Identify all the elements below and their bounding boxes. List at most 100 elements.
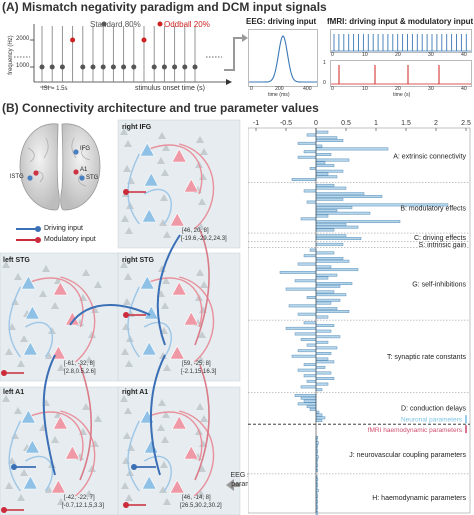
background-neuron (161, 169, 169, 176)
parameter-bar (315, 206, 353, 210)
parameter-bar (315, 284, 341, 288)
background-neuron (163, 364, 171, 371)
fmri-bot-tick-10: 10 (362, 86, 368, 92)
intrinsic-connection (179, 143, 215, 230)
parameter-bar (315, 183, 335, 187)
intrinsic-connection (127, 286, 140, 358)
legend-driving-input: Driving input (44, 225, 83, 232)
right-a1-params: [26.5,30.2,30.2] (180, 503, 222, 509)
parameter-bar (315, 192, 365, 196)
background-neuron (51, 436, 59, 443)
parameter-bar (297, 349, 317, 353)
parameter-bar (285, 326, 317, 330)
parameter-bar (303, 189, 317, 193)
standard-tone (59, 64, 65, 70)
parameter-bar (315, 352, 332, 355)
label-left-a1: left A1 (3, 389, 25, 396)
x-tick-label: 1.5 (401, 120, 411, 127)
eeg-tick-200: 200 (275, 86, 284, 92)
parameter-bar (315, 371, 332, 375)
intrinsic-connection (60, 410, 96, 497)
intrinsic-connection (127, 420, 140, 492)
extrinsic-backward-connection (194, 229, 210, 346)
background-neuron (197, 223, 205, 230)
parameter-bar (315, 259, 350, 263)
background-neuron (124, 407, 132, 414)
brain-image (19, 123, 101, 211)
left-stg-circuit-bg (0, 252, 121, 382)
parameter-bar (315, 276, 329, 280)
background-neuron (5, 348, 13, 355)
background-neuron (157, 157, 165, 164)
intrinsic-connection (25, 321, 54, 358)
parameter-bar (288, 304, 317, 308)
fmri-bot-tick-40: 40 (461, 86, 467, 92)
background-neuron (8, 457, 16, 464)
parameter-bar (297, 368, 317, 372)
standard-tone (110, 64, 116, 70)
background-neuron (200, 415, 208, 422)
standard-tone (121, 64, 127, 70)
standard-tone (161, 64, 167, 70)
inhibitory-interneuron-population (64, 445, 80, 460)
background-neuron (5, 482, 13, 489)
parameter-bar (315, 242, 344, 246)
deep-pyramidal-population (22, 341, 38, 356)
background-neuron (161, 302, 169, 309)
parameter-bar (315, 441, 319, 445)
parameter-bar (315, 268, 359, 272)
background-neuron (199, 173, 207, 180)
background-neuron (120, 128, 128, 135)
label-right-a1: right A1 (122, 389, 149, 396)
parameter-bar (279, 270, 317, 274)
panel-b-heading: (B) Connectivity architecture and true p… (2, 101, 319, 115)
extrinsic-forward-connection (156, 234, 181, 346)
inhibitory-interneuron-population (183, 311, 199, 326)
background-neuron (8, 323, 16, 330)
parameter-bar (315, 169, 344, 173)
fmri-y1: 1 (323, 60, 326, 66)
arrow-to-eeg (224, 34, 248, 71)
background-neuron (82, 403, 90, 410)
background-neuron (2, 395, 10, 402)
parameter-bar (315, 290, 335, 294)
deep-pyramidal-population (141, 208, 157, 223)
background-neuron (200, 281, 208, 288)
x-tick-label: 1 (374, 120, 378, 127)
background-neuron (57, 498, 65, 505)
parameter-bar (291, 178, 317, 182)
background-neuron (123, 432, 131, 439)
standard-tone (100, 64, 106, 70)
intrinsic-connection (148, 411, 203, 462)
parameter-bar (306, 379, 317, 383)
background-neuron (196, 269, 204, 276)
parameter-bar (306, 296, 317, 299)
group-label: B: modulatory effects (400, 205, 466, 212)
parameter-bar (315, 186, 347, 190)
superficial-pyramidal-population (20, 275, 36, 290)
parameter-bar (315, 209, 338, 212)
parameter-bar (303, 374, 317, 378)
group-label: A: extrinsic connectivity (393, 154, 466, 161)
parameter-bar (315, 257, 344, 260)
parameter-bar (315, 234, 347, 238)
parameter-bar (297, 312, 317, 316)
legend-oddball-dot (157, 21, 163, 27)
y-tick-2000: 2000 (16, 36, 30, 42)
fmri-title: fMRI: driving input & modulatory input (327, 17, 474, 26)
superficial-pyramidal-population (139, 142, 155, 157)
parameter-bar (309, 407, 317, 411)
parameter-bar (315, 365, 326, 369)
x-axis-label: stimulus onset time (s) (135, 85, 206, 92)
background-neuron (121, 482, 129, 489)
parameter-bar (315, 335, 341, 339)
background-neuron (14, 273, 22, 280)
x-tick-label: 0.5 (341, 120, 351, 127)
parameter-bar (315, 144, 323, 148)
intrinsic-connection (143, 188, 172, 225)
background-neuron (162, 144, 170, 151)
parameter-bar (315, 220, 401, 224)
brain-label-stg: STG (86, 175, 99, 181)
parameter-bar (306, 343, 317, 347)
right-stg-params: [-2.1,15,16.3] (181, 369, 217, 375)
